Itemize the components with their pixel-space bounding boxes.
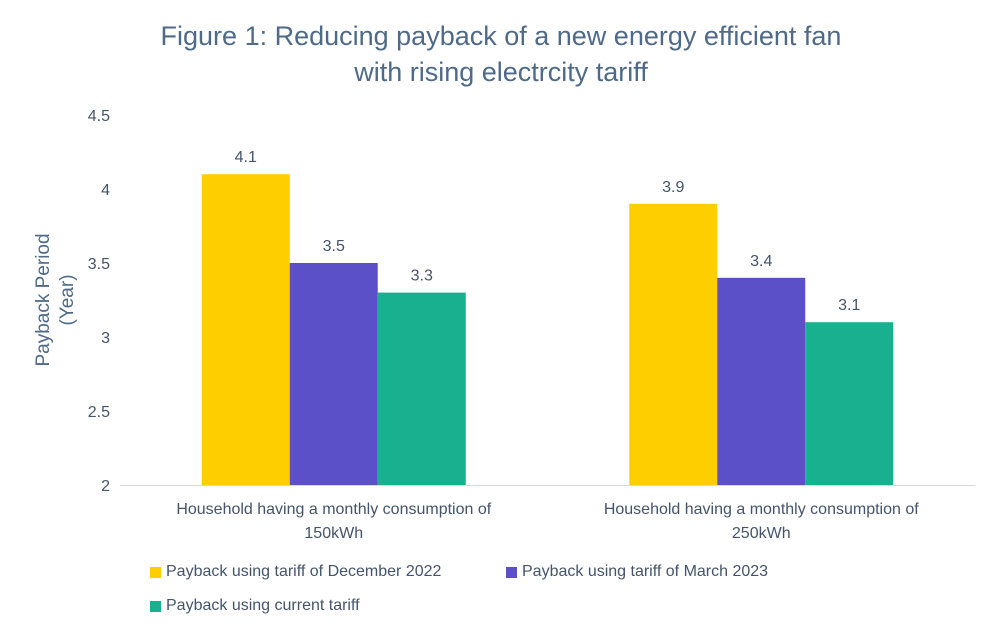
x-category-label: 150kWh [304,525,363,542]
legend-label: Payback using current tariff [166,597,360,614]
chart-title-line-2: with rising electrcity tariff [354,57,648,87]
legend-item-december-2022: Payback using tariff of December 2022 [150,563,441,581]
y-axis-label: Payback Period (Year) [33,233,78,366]
x-category-label: 250kWh [732,525,791,542]
y-tick-label: 2.5 [88,404,110,421]
legend-swatch [150,566,161,578]
data-label: 3.3 [411,268,433,285]
data-label: 3.9 [662,179,684,196]
x-category-label: Household having a monthly consumption o… [604,501,919,518]
legend-swatch [506,566,517,578]
y-tick-label: 3 [101,330,110,347]
x-category-label: Household having a monthly consumption o… [176,501,491,518]
bar [629,203,718,486]
y-tick-label: 4.5 [88,108,110,125]
data-label: 4.1 [235,149,257,166]
bar [717,277,806,485]
y-tick-label: 4 [101,182,110,199]
bar [201,174,290,485]
bar [805,322,894,485]
y-axis-label-line: Payback Period [33,233,54,366]
data-label: 3.4 [750,253,772,270]
legend-item-march-2023: Payback using tariff of March 2023 [506,563,768,581]
y-tick-label: 3.5 [88,256,110,273]
legend-label: Payback using tariff of December 2022 [166,563,442,580]
legend-swatch [150,600,161,612]
y-axis-label-line: (Year) [57,274,78,325]
bar [289,263,378,485]
y-tick-label: 2 [101,478,110,495]
data-label: 3.1 [838,297,860,314]
chart-title: Figure 1: Reducing payback of a new ener… [0,18,1002,90]
data-label: 3.5 [323,238,345,255]
legend-item-current-tariff: Payback using current tariff [150,597,360,615]
bar [377,292,466,485]
chart-title-line-1: Figure 1: Reducing payback of a new ener… [160,21,842,51]
legend-label: Payback using tariff of March 2023 [522,563,769,580]
